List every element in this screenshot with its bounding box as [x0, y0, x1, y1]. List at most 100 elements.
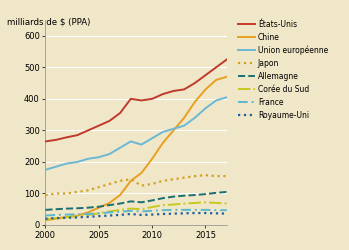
Royaume-Uni	[193, 212, 197, 214]
Japon	[150, 182, 154, 186]
Chine	[193, 100, 197, 103]
Corée du Sud	[65, 216, 69, 218]
Allemagne	[214, 191, 218, 194]
Union européenne	[161, 130, 165, 134]
Line: Union européenne: Union européenne	[45, 97, 227, 170]
France	[43, 214, 47, 217]
Japon	[86, 189, 90, 192]
Union européenne	[139, 143, 143, 146]
Corée du Sud	[203, 201, 208, 204]
Union européenne	[214, 99, 218, 102]
Union européenne	[97, 156, 101, 159]
Japon	[118, 179, 122, 182]
Allemagne	[161, 197, 165, 200]
Royaume-Uni	[139, 214, 143, 216]
Union européenne	[171, 127, 176, 130]
Allemagne	[97, 205, 101, 208]
Corée du Sud	[139, 208, 143, 211]
France	[150, 209, 154, 212]
Chine	[150, 157, 154, 160]
Chine	[203, 88, 208, 91]
Allemagne	[193, 194, 197, 196]
France	[214, 209, 218, 212]
Line: Japon: Japon	[45, 175, 227, 195]
Text: milliards de $ (PPA): milliards de $ (PPA)	[7, 18, 90, 26]
États-Unis	[193, 82, 197, 84]
Allemagne	[75, 207, 80, 210]
Line: États-Unis: États-Unis	[45, 60, 227, 142]
Union européenne	[225, 96, 229, 99]
Japon	[182, 176, 186, 179]
Corée du Sud	[54, 216, 58, 220]
France	[65, 213, 69, 216]
Japon	[65, 192, 69, 195]
Legend: États-Unis, Chine, Union européenne, Japon, Allemagne, Corée du Sud, France, Roy: États-Unis, Chine, Union européenne, Jap…	[238, 20, 328, 120]
France	[107, 211, 112, 214]
Japon	[43, 194, 47, 196]
Corée du Sud	[193, 202, 197, 204]
Chine	[118, 194, 122, 196]
Corée du Sud	[97, 212, 101, 215]
Japon	[161, 179, 165, 182]
France	[182, 208, 186, 211]
Chine	[107, 202, 112, 204]
États-Unis	[129, 97, 133, 100]
Japon	[193, 174, 197, 178]
États-Unis	[107, 120, 112, 122]
Corée du Sud	[75, 215, 80, 218]
Royaume-Uni	[214, 212, 218, 215]
France	[171, 208, 176, 211]
Union européenne	[75, 160, 80, 164]
Line: Allemagne: Allemagne	[45, 192, 227, 210]
Corée du Sud	[150, 206, 154, 208]
Corée du Sud	[86, 214, 90, 216]
Chine	[171, 129, 176, 132]
Corée du Sud	[43, 218, 47, 221]
Chine	[54, 217, 58, 220]
Japon	[75, 190, 80, 194]
Royaume-Uni	[107, 214, 112, 217]
États-Unis	[75, 134, 80, 136]
États-Unis	[161, 92, 165, 96]
États-Unis	[54, 138, 58, 141]
Royaume-Uni	[161, 212, 165, 216]
Royaume-Uni	[97, 215, 101, 218]
Corée du Sud	[214, 202, 218, 204]
Union européenne	[150, 137, 154, 140]
Corée du Sud	[161, 204, 165, 207]
États-Unis	[118, 112, 122, 114]
France	[161, 209, 165, 212]
Japon	[214, 174, 218, 178]
États-Unis	[182, 88, 186, 91]
États-Unis	[171, 90, 176, 92]
Union européenne	[193, 116, 197, 119]
France	[54, 214, 58, 216]
Allemagne	[118, 202, 122, 205]
France	[129, 209, 133, 212]
Chine	[139, 172, 143, 174]
Allemagne	[86, 206, 90, 209]
Japon	[129, 178, 133, 181]
Allemagne	[139, 201, 143, 204]
Corée du Sud	[107, 210, 112, 213]
Royaume-Uni	[182, 212, 186, 215]
Royaume-Uni	[150, 213, 154, 216]
Allemagne	[43, 208, 47, 211]
Union européenne	[54, 165, 58, 168]
Japon	[225, 174, 229, 178]
Allemagne	[150, 199, 154, 202]
Allemagne	[107, 204, 112, 207]
Royaume-Uni	[129, 212, 133, 216]
France	[97, 212, 101, 215]
Chine	[97, 206, 101, 209]
Japon	[139, 184, 143, 187]
Chine	[65, 216, 69, 218]
Chine	[214, 78, 218, 82]
États-Unis	[139, 99, 143, 102]
Union européenne	[65, 162, 69, 165]
États-Unis	[97, 124, 101, 127]
Union européenne	[86, 157, 90, 160]
Union européenne	[107, 152, 112, 156]
Japon	[107, 182, 112, 186]
France	[75, 213, 80, 216]
